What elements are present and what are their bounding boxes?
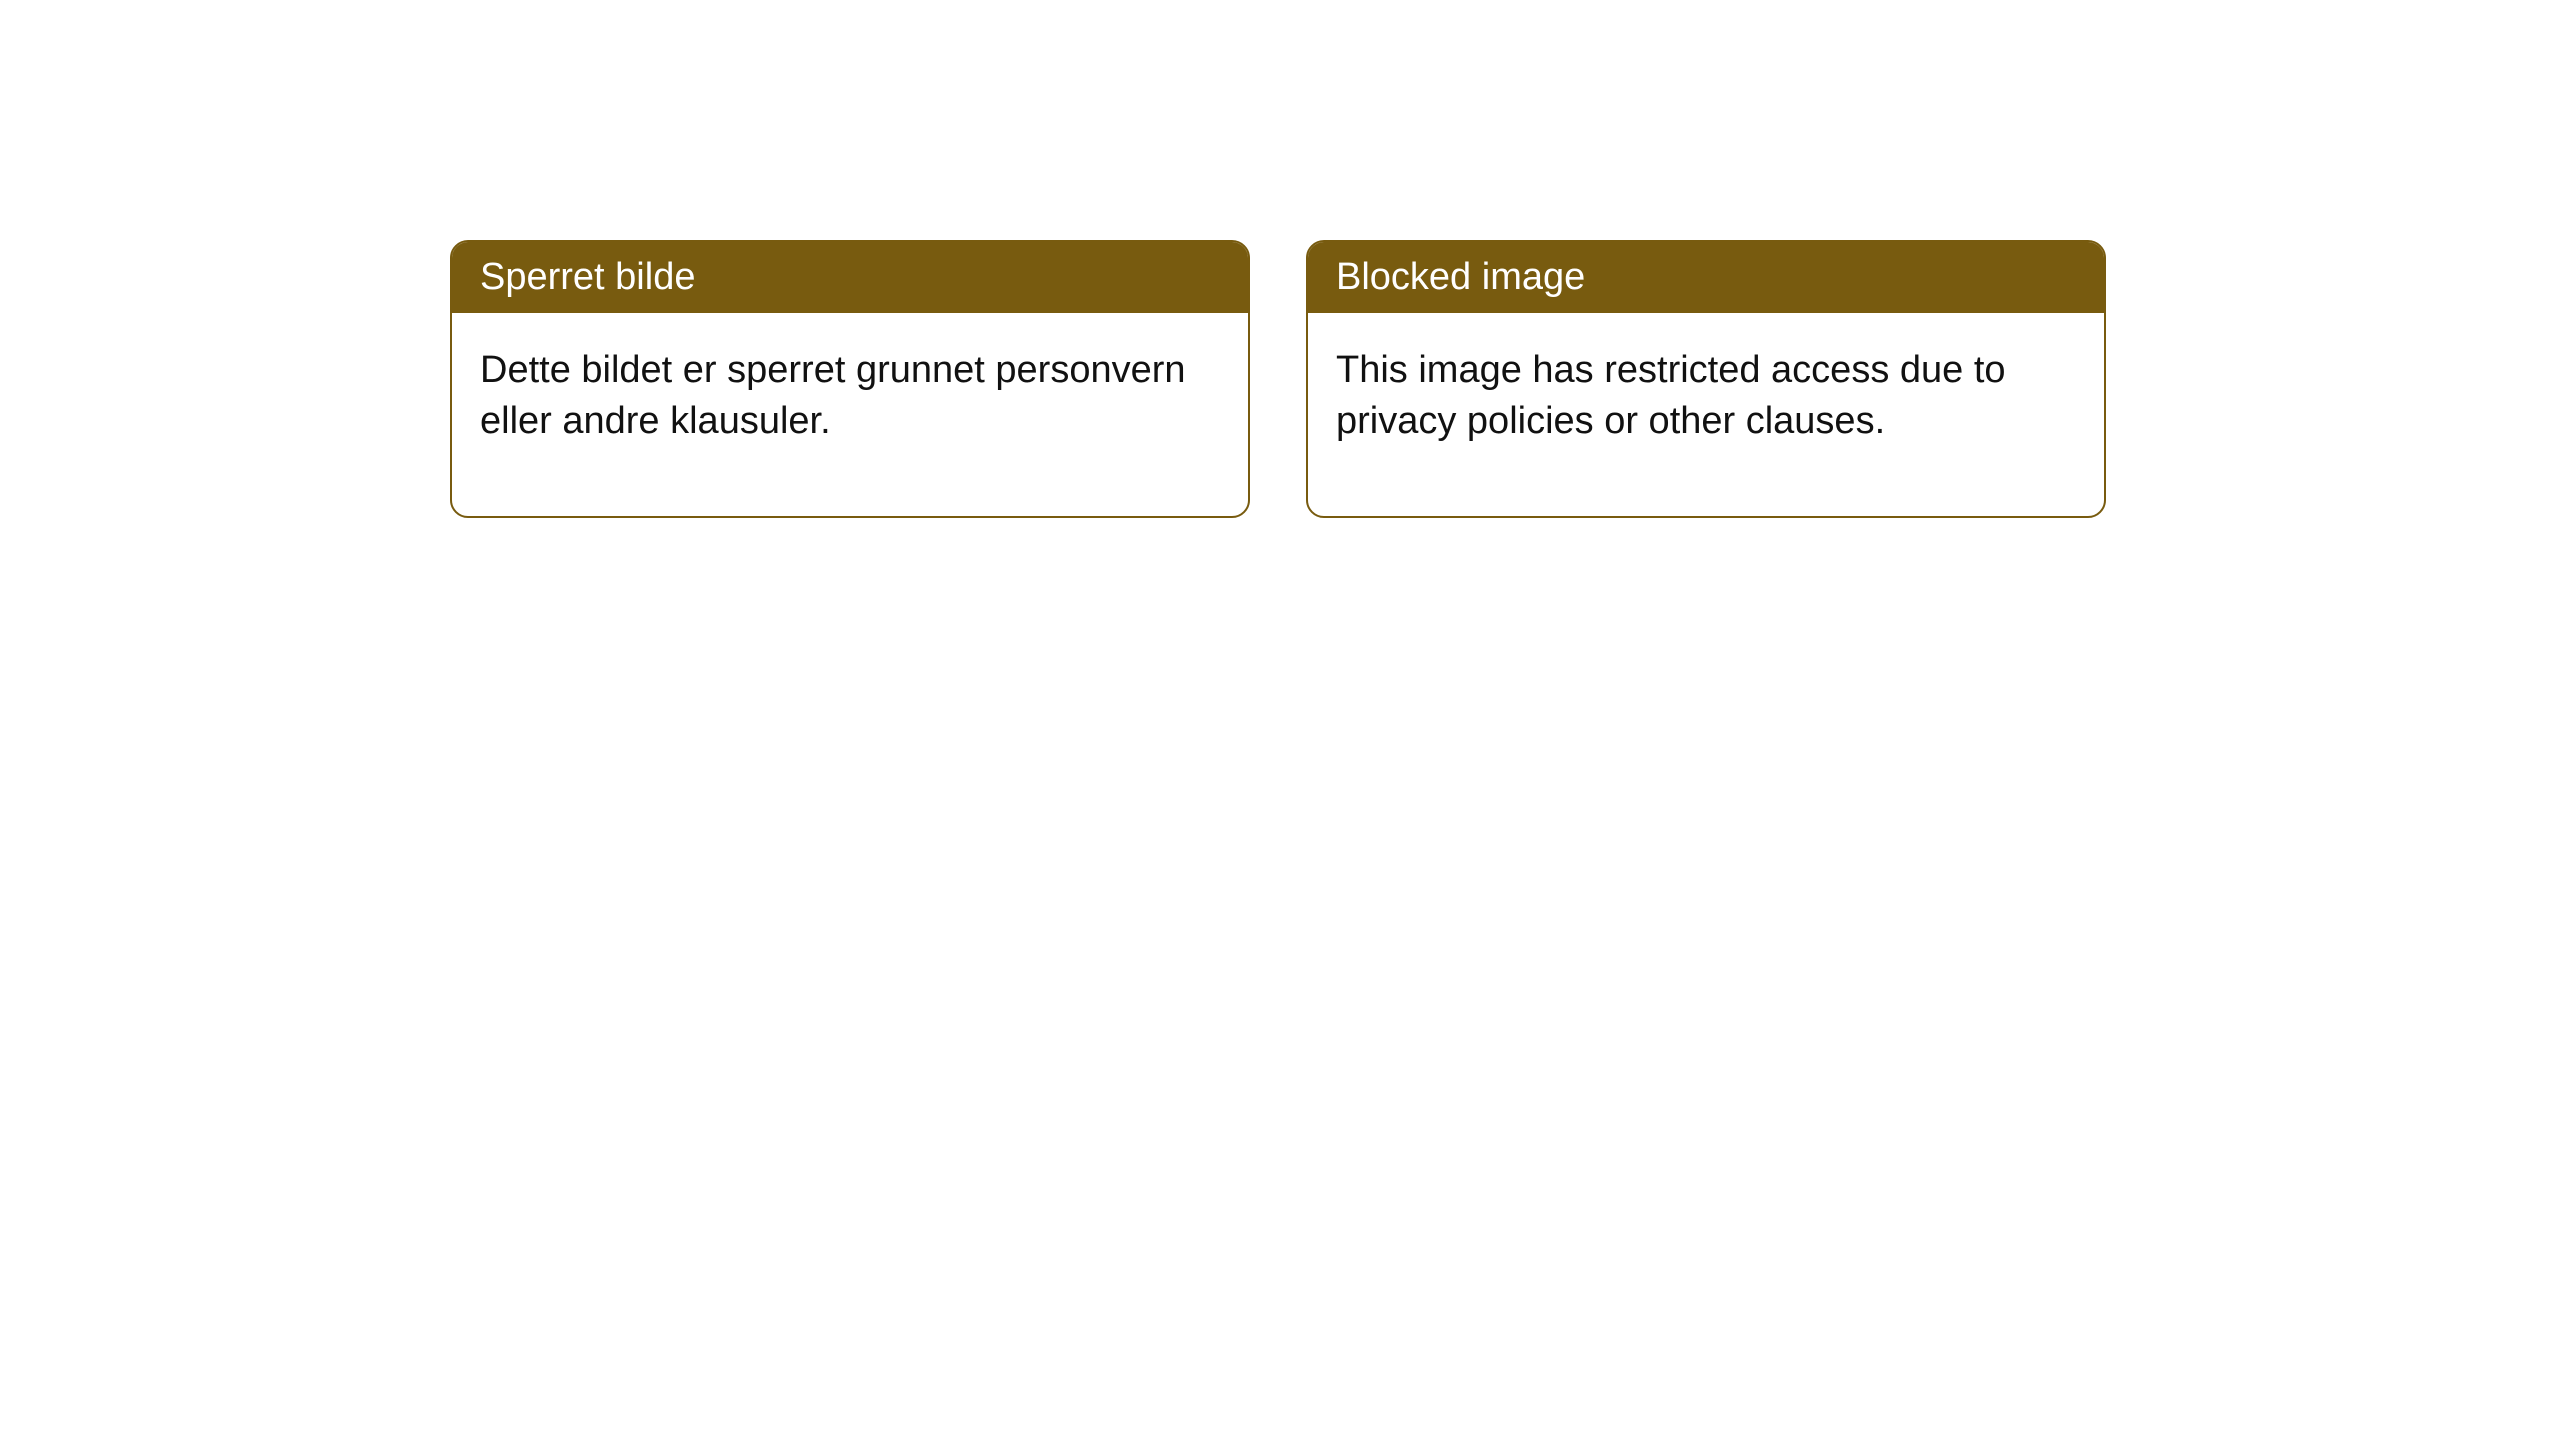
blocked-image-card-english: Blocked image This image has restricted … — [1306, 240, 2106, 518]
card-title-norwegian: Sperret bilde — [452, 242, 1248, 313]
card-title-english: Blocked image — [1308, 242, 2104, 313]
card-body-norwegian: Dette bildet er sperret grunnet personve… — [452, 313, 1248, 516]
card-body-english: This image has restricted access due to … — [1308, 313, 2104, 516]
blocked-image-card-norwegian: Sperret bilde Dette bildet er sperret gr… — [450, 240, 1250, 518]
notice-container: Sperret bilde Dette bildet er sperret gr… — [0, 0, 2560, 758]
